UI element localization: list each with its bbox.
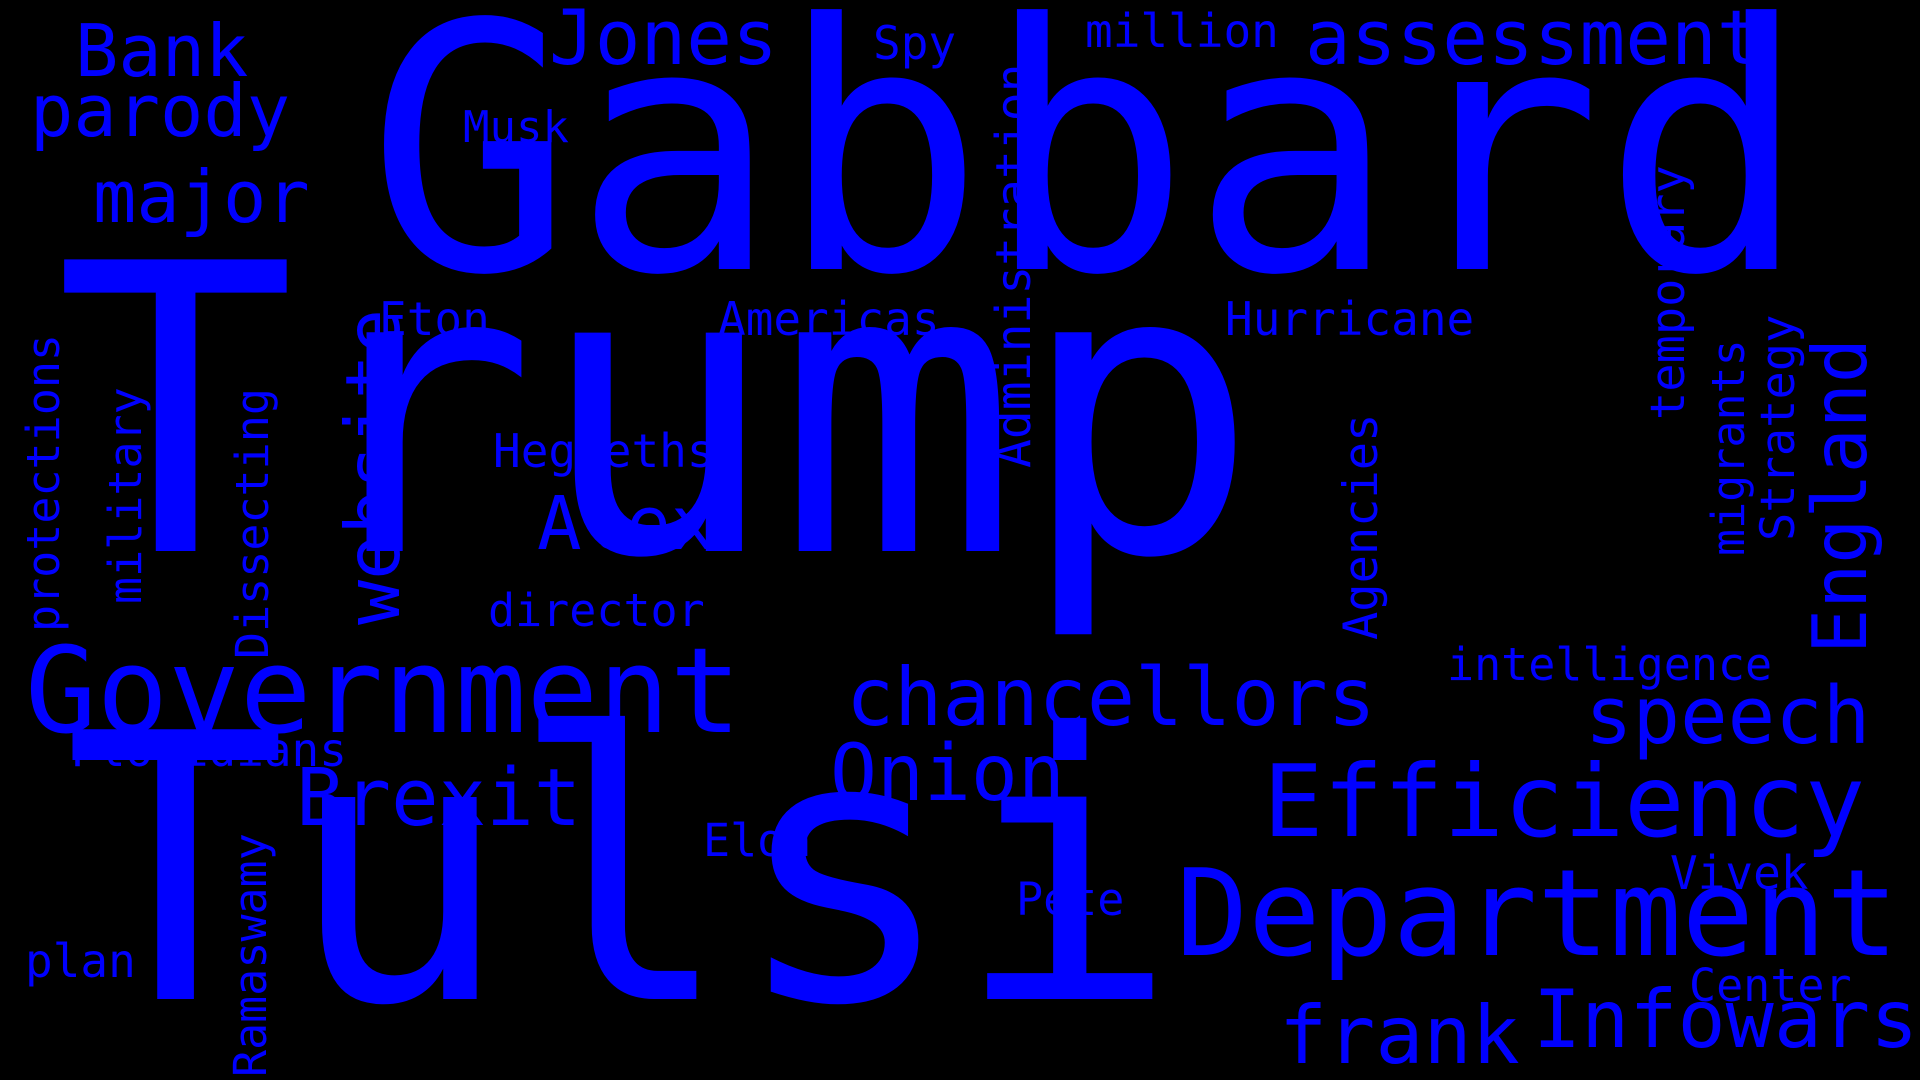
word-brexit: Brexit xyxy=(296,752,582,844)
word-vivek: Vivek xyxy=(1670,846,1809,900)
word-agencies: Agencies xyxy=(1334,413,1389,640)
word-million: million xyxy=(1085,4,1279,58)
word-center: Center xyxy=(1689,959,1852,1012)
word-ramaswamy: Ramaswamy xyxy=(224,833,277,1077)
word-americas: Americas xyxy=(718,292,940,346)
word-speech: speech xyxy=(1585,670,1871,762)
word-plan: plan xyxy=(25,934,136,988)
word-hegseths: Hegseths xyxy=(493,424,715,478)
word-major: major xyxy=(93,155,310,239)
word-parody: parody xyxy=(30,69,291,153)
word-website: website xyxy=(329,308,417,625)
word-assessment: assessment xyxy=(1305,0,1763,82)
word-england: England xyxy=(1796,337,1884,654)
word-military: military xyxy=(99,387,152,604)
word-efficiency: Efficiency xyxy=(1263,743,1866,860)
word-frank: frank xyxy=(1279,989,1520,1080)
word-bank: Bank xyxy=(75,9,249,93)
word-temporary: temporary xyxy=(1641,165,1696,420)
word-chancellors: chancellors xyxy=(846,651,1376,744)
word-tulsi: Tulsi xyxy=(64,657,1178,1080)
word-government: Government xyxy=(25,623,742,761)
word-strategy: Strategy xyxy=(1751,314,1806,541)
word-protections: protections xyxy=(17,333,70,632)
word-spy: Spy xyxy=(873,16,957,70)
word-infowars: Infowars xyxy=(1533,973,1919,1066)
word-hurricane: Hurricane xyxy=(1225,292,1475,346)
word-trump: Trump xyxy=(55,181,1260,646)
word-eton: Eton xyxy=(379,292,490,346)
word-director: director xyxy=(488,584,705,637)
word-onion: Onion xyxy=(830,729,1065,819)
word-administration: Administration xyxy=(986,63,1042,468)
word-migrants: migrants xyxy=(1702,339,1755,556)
word-intelligence: intelligence xyxy=(1447,638,1773,691)
word-elon: Elon xyxy=(703,814,812,867)
word-dissecting: Dissecting xyxy=(226,388,279,659)
word-pete: Pete xyxy=(1016,873,1125,926)
word-alex: Alex xyxy=(537,481,716,567)
word-floridians: Floridians xyxy=(70,723,347,777)
word-jones: Jones xyxy=(549,0,778,82)
word-musk: Musk xyxy=(463,102,569,153)
word-department: Department xyxy=(1176,845,1899,984)
word-gabbard: Gabbard xyxy=(367,0,1809,350)
